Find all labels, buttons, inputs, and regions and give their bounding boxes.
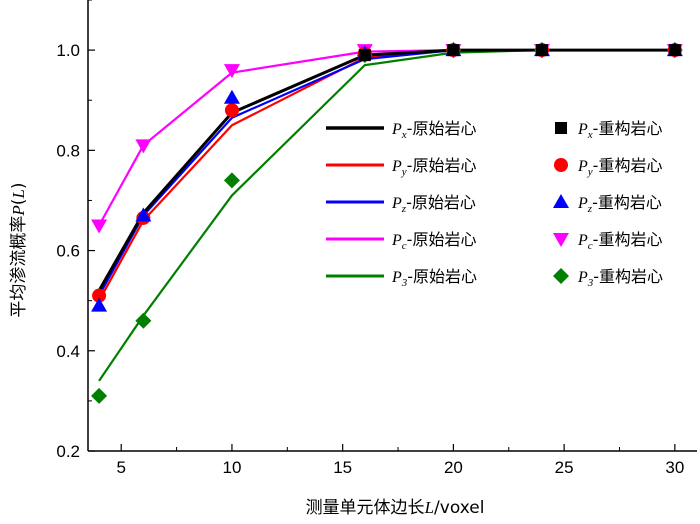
x-tick-label: 5 bbox=[116, 458, 125, 477]
x-tick-label: 10 bbox=[222, 458, 241, 477]
data-point-p3 bbox=[91, 387, 108, 404]
data-point-pz bbox=[223, 89, 240, 104]
legend-marker-p3 bbox=[553, 268, 569, 284]
legend-marker-px bbox=[555, 122, 567, 134]
x-tick-label: 15 bbox=[333, 458, 352, 477]
data-point-py bbox=[224, 103, 239, 118]
data-point-pc bbox=[91, 219, 108, 234]
series-line-p3 bbox=[98, 49, 675, 382]
legend-marker-pz bbox=[553, 194, 569, 208]
legend-marker-py bbox=[554, 158, 568, 172]
data-point-pc bbox=[135, 139, 152, 154]
data-point-pc bbox=[223, 64, 240, 79]
data-point-pz bbox=[135, 207, 152, 222]
data-point-py bbox=[92, 288, 107, 303]
legend: Px-原始岩心 Px-重构岩心 Py-原始岩心 Py-重构岩心 Pz-原始岩心 Pz-重构… bbox=[326, 119, 663, 289]
axes: 5 10 15 20 25 30 0.2 0.4 0.6 0.8 1.0 bbox=[56, 0, 697, 477]
legend-marker-pc bbox=[553, 233, 569, 247]
data-point-p3 bbox=[135, 312, 152, 329]
data-point-p3 bbox=[223, 172, 240, 189]
series-group bbox=[91, 42, 683, 404]
y-tick-label: 0.8 bbox=[56, 141, 80, 160]
y-tick-label: 0.2 bbox=[56, 442, 80, 461]
data-point-pz bbox=[91, 297, 108, 312]
legend-label-marker-pz: Pz-重构岩心 bbox=[577, 193, 662, 215]
legend-label-marker-px: Px-重构岩心 bbox=[577, 119, 662, 141]
y-axis-label: 平均渗流概率P(L) bbox=[9, 182, 29, 317]
x-tick-label: 25 bbox=[555, 458, 574, 477]
legend-label-line-px: Px-原始岩心 bbox=[391, 119, 476, 141]
data-point-px bbox=[668, 44, 681, 57]
legend-label-marker-pc: Pc-重构岩心 bbox=[577, 230, 662, 252]
legend-label-line-pz: Pz-原始岩心 bbox=[391, 193, 476, 215]
y-tick-label: 0.4 bbox=[56, 342, 80, 361]
x-tick-label: 20 bbox=[444, 458, 463, 477]
legend-label-line-p3: P3-原始岩心 bbox=[391, 267, 477, 289]
legend-label-line-pc: Pc-原始岩心 bbox=[391, 230, 476, 252]
y-tick-label: 1.0 bbox=[56, 41, 80, 60]
data-point-px bbox=[535, 44, 548, 57]
x-tick-label: 30 bbox=[665, 458, 684, 477]
legend-label-marker-p3: P3-重构岩心 bbox=[577, 267, 663, 289]
data-point-px bbox=[447, 44, 460, 57]
legend-label-line-py: Py-原始岩心 bbox=[391, 156, 476, 178]
data-point-px bbox=[358, 49, 371, 62]
y-tick-label: 0.6 bbox=[56, 242, 80, 261]
x-axis-label: 测量单元体边长L/voxel bbox=[306, 498, 485, 518]
legend-label-marker-py: Py-重构岩心 bbox=[577, 156, 662, 178]
